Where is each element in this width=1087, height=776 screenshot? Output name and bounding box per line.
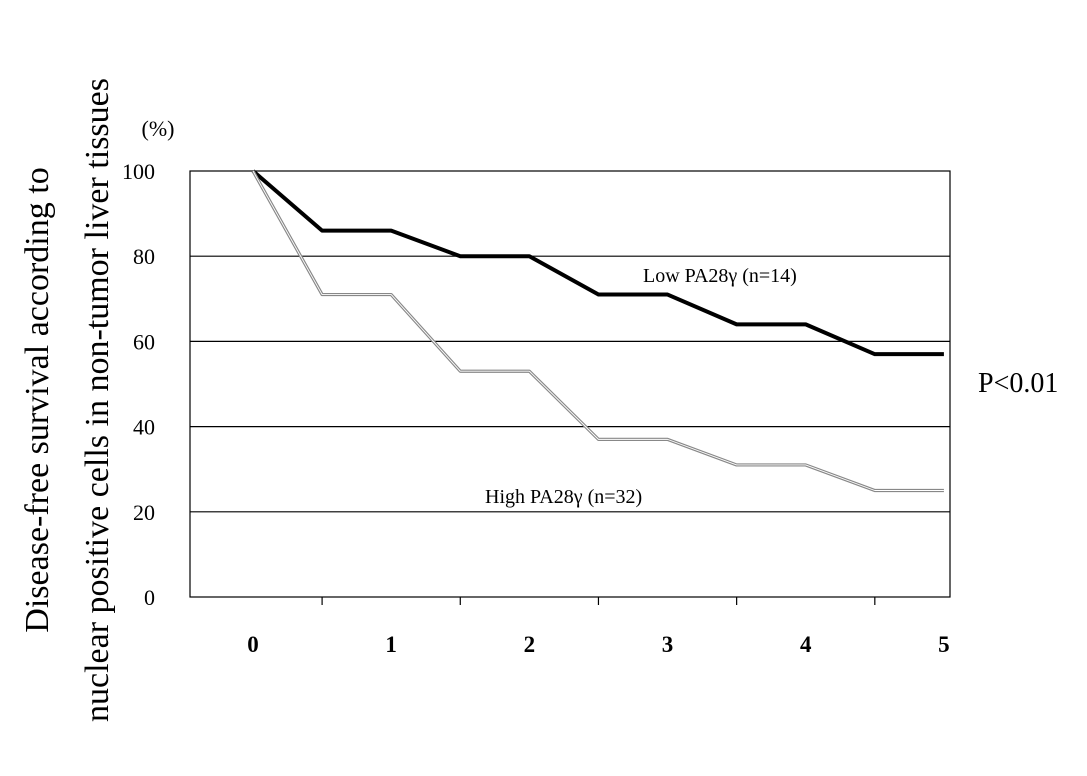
x-tick-label: 3: [662, 632, 674, 657]
y-tick-label: 80: [133, 244, 155, 269]
x-tick-label: 4: [800, 632, 812, 657]
x-tick-labels: 0 1 2 3 4 5: [247, 632, 949, 657]
y-axis-title: Disease-free survival according to nuclea…: [19, 78, 116, 722]
p-value-annotation: P<0.01: [978, 368, 1058, 399]
y-axis-title-line: nuclear positive cells in non-tumor live…: [79, 78, 116, 722]
gridlines: [190, 255, 950, 513]
x-tick-label: 0: [247, 632, 259, 657]
x-tick-label: 2: [524, 632, 536, 657]
y-axis-title-line: Disease-free survival according to: [19, 167, 56, 632]
series-label-low: Low PA28γ (n=14): [643, 265, 797, 287]
series-line-high-inner: [252, 170, 944, 491]
series-line-low: [251, 169, 944, 357]
y-tick-label: 40: [133, 415, 155, 440]
series-line-high: [251, 170, 944, 493]
y-unit-label: (%): [142, 116, 175, 141]
x-tick-label: 5: [938, 632, 950, 657]
y-tick-label: 20: [133, 500, 155, 525]
x-axis-ticks: [321, 597, 876, 605]
series-lines: [251, 169, 944, 493]
plot-frame: [189, 170, 951, 598]
x-tick-label: 1: [385, 632, 397, 657]
y-tick-label: 0: [144, 585, 155, 610]
y-tick-label: 60: [133, 329, 155, 354]
series-labels: Low PA28γ (n=14) High PA28γ (n=32): [485, 265, 797, 508]
series-label-high: High PA28γ (n=32): [485, 486, 642, 508]
y-tick-labels: 100 80 60 40 20 0: [122, 159, 155, 610]
y-tick-label: 100: [122, 159, 155, 184]
